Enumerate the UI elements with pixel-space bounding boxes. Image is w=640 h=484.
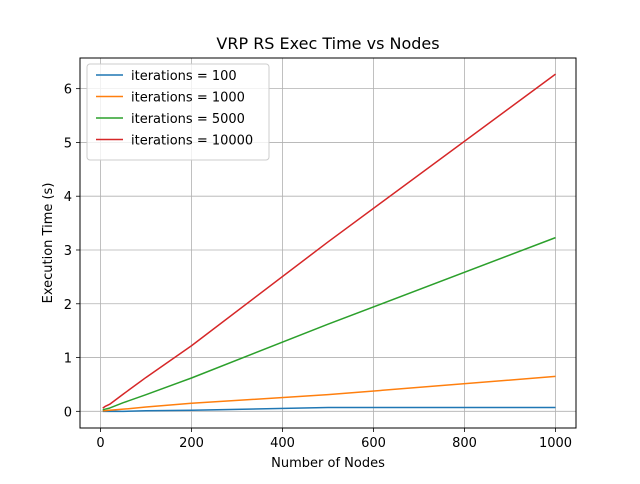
y-tick-label: 2 [64,298,72,313]
series-line-3 [102,73,556,409]
x-tick-label: 200 [179,436,204,451]
y-tick-label: 6 [64,83,72,98]
series-lines [102,73,556,413]
legend: iterations = 100 iterations = 1000 iterati… [86,63,270,161]
plot-frame [79,57,577,429]
chart-title: VRP RS Exec Time vs Nodes [216,34,439,53]
legend-entry-label: iterations = 100 [131,69,237,84]
x-tick-label: 1000 [539,436,572,451]
x-axis-label: Number of Nodes [271,456,385,471]
legend-box [86,63,270,161]
y-tick-label: 1 [64,352,72,367]
axis-ticks: 0 200 400 600 800 1000 0 1 2 3 4 5 6 [64,83,572,451]
y-tick-label: 3 [64,244,72,259]
legend-entry-label: iterations = 1000 [131,91,245,106]
series-line-1 [102,375,556,412]
legend-entry-label: iterations = 5000 [131,112,245,127]
y-tick-label: 0 [64,405,72,420]
grid [80,58,576,428]
x-tick-label: 800 [452,436,477,451]
y-tick-label: 4 [64,190,72,205]
y-tick-label: 5 [64,136,72,151]
series-line-2 [102,236,556,411]
x-tick-label: 600 [361,436,386,451]
x-tick-label: 400 [270,436,295,451]
legend-entry-label: iterations = 10000 [131,134,253,149]
y-axis-label: Execution Time (s) [41,183,56,304]
x-tick-label: 0 [96,436,104,451]
